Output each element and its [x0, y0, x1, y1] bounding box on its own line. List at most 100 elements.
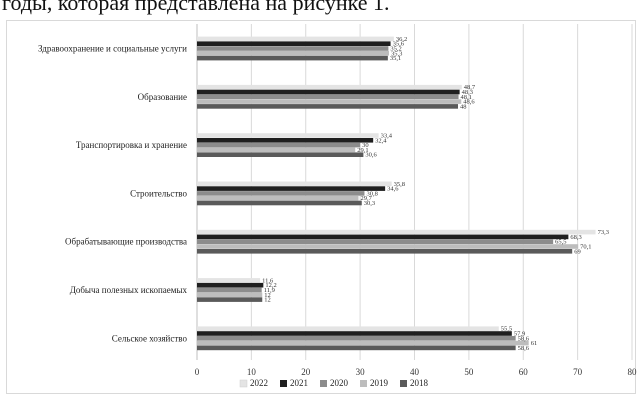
- legend-label: 2018: [410, 378, 429, 388]
- bar: [197, 234, 569, 240]
- x-tick-label: 0: [195, 367, 200, 377]
- data-label: 11,6: [262, 277, 274, 284]
- data-label: 36,2: [396, 36, 407, 43]
- category-labels: Здравоохранение и социальные услуги Образ…: [38, 44, 187, 344]
- bar: [197, 340, 529, 346]
- x-tick-label: 10: [247, 367, 257, 377]
- x-tick-label: 70: [573, 367, 583, 377]
- data-label: 35,2: [390, 46, 401, 53]
- legend-label: 2021: [290, 378, 308, 388]
- legend-swatch: [360, 380, 367, 387]
- bars: [197, 36, 596, 351]
- data-label: 32,4: [375, 137, 387, 144]
- bar: [197, 94, 459, 100]
- data-label: 61: [531, 340, 538, 347]
- data-label: 35,6: [393, 41, 405, 48]
- data-label: 57,9: [514, 331, 525, 338]
- data-label: 12: [264, 292, 271, 299]
- bar: [197, 292, 263, 298]
- caption-text: годы, которая представлена на рисунке 1.: [2, 0, 390, 15]
- x-tick-label: 50: [464, 367, 474, 377]
- category-label: Строительство: [130, 188, 187, 198]
- data-label: 30,3: [364, 200, 375, 207]
- caption-fragment: годы, которая представлена на рисунке 1.: [0, 0, 640, 22]
- bar: [197, 336, 516, 341]
- category-label: Образование: [138, 92, 187, 102]
- category-label: Здравоохранение и социальные услуги: [38, 44, 187, 54]
- bar: [197, 229, 596, 235]
- category-label: Обрабатывающие производства: [65, 237, 187, 247]
- legend: 2022 2021 2020 2019 2018: [239, 378, 429, 388]
- bar: [197, 244, 579, 249]
- legend-swatch: [400, 380, 407, 387]
- bar: [197, 133, 379, 138]
- x-tick-label: 80: [628, 367, 638, 377]
- bar: [197, 152, 364, 157]
- data-label: 58,6: [518, 335, 530, 342]
- data-label: 48,6: [463, 99, 475, 106]
- data-label: 48,1: [461, 94, 472, 101]
- category-label: Транспортировка и хранение: [76, 140, 187, 150]
- bar: [197, 142, 361, 148]
- data-label: 30,8: [366, 190, 377, 197]
- legend-label: 2022: [250, 378, 268, 388]
- legend-swatch: [280, 380, 287, 387]
- data-label: 69: [574, 248, 581, 255]
- data-labels: 36,235,635,235,335,1 48,748,348,148,648 33…: [262, 36, 609, 352]
- bar: [197, 326, 499, 331]
- bar: [197, 46, 389, 51]
- bar: [197, 282, 264, 288]
- x-tick-label: 20: [301, 367, 311, 377]
- data-label: 48: [460, 103, 467, 110]
- bar: [197, 278, 261, 283]
- data-label: 29,1: [357, 147, 368, 154]
- bar: [197, 249, 573, 254]
- data-label: 29,7: [360, 195, 372, 202]
- bar: [197, 287, 262, 293]
- x-tick-label: 40: [410, 367, 420, 377]
- data-label: 35,1: [390, 55, 401, 62]
- category-label: Добыча полезных ископаемых: [70, 285, 188, 295]
- data-label: 55,5: [501, 326, 512, 333]
- bar: [197, 200, 362, 206]
- data-label: 68,3: [570, 234, 581, 241]
- data-label: 11,9: [264, 287, 275, 294]
- data-label: 30,6: [365, 152, 377, 159]
- bar: [197, 239, 554, 244]
- bar: [197, 41, 391, 46]
- bar: [197, 138, 374, 143]
- bar: [197, 55, 388, 61]
- bar: [197, 99, 462, 104]
- data-label: 35,8: [394, 181, 405, 188]
- x-tick-label: 60: [519, 367, 529, 377]
- bar: [197, 195, 359, 201]
- legend-swatch: [239, 379, 248, 388]
- bar: [197, 84, 462, 90]
- bar: [197, 104, 458, 109]
- data-label: 73,3: [598, 229, 609, 236]
- bar: [197, 297, 263, 302]
- data-label: 48,3: [462, 89, 473, 96]
- bar: [197, 147, 356, 153]
- data-label: 34,6: [387, 186, 399, 193]
- data-label: 33,4: [381, 133, 393, 140]
- bar: [197, 191, 365, 196]
- data-label: 30: [362, 142, 369, 149]
- bar: [197, 345, 516, 351]
- legend-label: 2020: [330, 378, 349, 388]
- data-label: 70,1: [580, 244, 591, 251]
- legend-swatch: [320, 380, 327, 387]
- x-axis-ticks: 0 10 20 30 40 50 60 70 80: [195, 367, 637, 377]
- bar: [197, 331, 512, 336]
- data-label: 35,3: [391, 50, 402, 57]
- data-label: 12,2: [265, 282, 276, 289]
- data-label: 48,7: [464, 84, 476, 91]
- bar: [197, 36, 394, 42]
- bar: [197, 186, 386, 191]
- legend-label: 2019: [370, 378, 389, 388]
- data-label: 65,5: [555, 239, 566, 246]
- x-tick-label: 30: [356, 367, 366, 377]
- bar: [197, 51, 389, 56]
- data-label: 12: [264, 297, 271, 304]
